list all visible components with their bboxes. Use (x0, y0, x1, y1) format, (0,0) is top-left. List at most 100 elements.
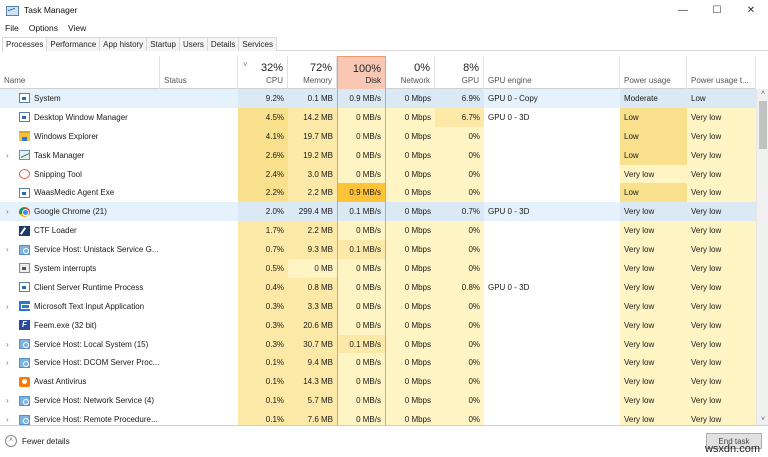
status-cell (160, 183, 238, 203)
process-row[interactable]: Snipping Tool 2.4% 3.0 MB 0 MB/s 0 Mbps 0% Ver… (0, 164, 756, 184)
process-row[interactable]: Client Server Runtime Process 0.4% 0.8 MB 0… (0, 277, 756, 297)
process-row[interactable]: Avast Antivirus 0.1% 14.3 MB 0 MB/s 0 Mbps 0%… (0, 372, 756, 392)
expand-chevron-icon[interactable]: › (6, 150, 9, 160)
network-cell: 0 Mbps (386, 183, 435, 203)
chevron-up-circle-icon: ˄ (5, 435, 17, 447)
process-row[interactable]: › Task Manager 2.6% 19.2 MB 0 MB/s 0 Mbps 0% Lo… (0, 145, 756, 165)
process-row[interactable]: › Service Host: Unistack Service G... 0.7%… (0, 240, 756, 260)
process-row[interactable]: WaasMedic Agent Exe 2.2% 2.2 MB 0.9 MB/s 0 M… (0, 183, 756, 203)
gpu-cell: 0.7% (435, 202, 484, 222)
process-row[interactable]: › Google Chrome (21) 2.0% 299.4 MB 0.1 MB/s 0… (0, 202, 756, 222)
process-row[interactable]: System 9.2% 0.1 MB 0.9 MB/s 0 Mbps 6.9% GPU 0 … (0, 89, 756, 108)
process-name: Service Host: Unistack Service G... (34, 245, 159, 255)
memory-cell: 30.7 MB (288, 334, 337, 354)
network-cell: 0 Mbps (386, 353, 435, 373)
process-row[interactable]: Desktop Window Manager 4.5% 14.2 MB 0 MB/s 0… (0, 107, 756, 127)
process-row[interactable]: › Service Host: Remote Procedure... 0.1% 7.… (0, 410, 756, 430)
process-row[interactable]: › Microsoft Text Input Application 0.3% 3.3… (0, 296, 756, 316)
status-cell (160, 277, 238, 297)
column-header-power-usage-trend[interactable]: Power usage t... (687, 56, 756, 89)
gpu-cell: 6.9% (435, 89, 484, 108)
tab-processes[interactable]: Processes (2, 37, 48, 52)
column-header-name[interactable]: Name (0, 56, 160, 89)
power-usage-trend-cell: Very low (687, 240, 756, 260)
expand-chevron-icon[interactable]: › (6, 207, 9, 217)
expand-chevron-icon[interactable]: › (6, 358, 9, 368)
gpu-cell: 0% (435, 183, 484, 203)
menu-options[interactable]: Options (28, 22, 58, 33)
power-usage-trend-cell: Low (687, 89, 756, 108)
cpu-cell: 0.4% (238, 277, 288, 297)
vertical-scrollbar[interactable]: ˄ ˅ (756, 89, 768, 425)
power-usage-trend-cell: Very low (687, 391, 756, 411)
maximize-button[interactable]: ☐ (712, 4, 722, 16)
column-header-status[interactable]: Status (160, 56, 238, 89)
fewer-details-label: Fewer details (22, 436, 70, 446)
process-row[interactable]: Windows Explorer 4.1% 19.7 MB 0 MB/s 0 Mbps 0… (0, 126, 756, 146)
column-header-memory[interactable]: 72% Memory (288, 56, 337, 89)
column-header-gpu[interactable]: 8% GPU (435, 56, 484, 89)
process-list: System 9.2% 0.1 MB 0.9 MB/s 0 Mbps 6.9% GPU 0 … (0, 89, 756, 430)
status-cell (160, 353, 238, 373)
process-name: CTF Loader (34, 226, 77, 236)
power-usage-cell: Very low (620, 259, 687, 278)
process-row[interactable]: System interrupts 0.5% 0 MB 0 MB/s 0 Mbps 0% V… (0, 259, 756, 278)
status-cell (160, 372, 238, 392)
tab-users[interactable]: Users (178, 37, 208, 51)
gear-app-icon (19, 357, 30, 368)
close-button[interactable]: ✕ (746, 4, 756, 16)
fewer-details-button[interactable]: ˄ Fewer details (5, 435, 70, 447)
power-usage-cell: Moderate (620, 89, 687, 108)
power-usage-trend-cell: Very low (687, 164, 756, 184)
cpu-cell: 2.6% (238, 145, 288, 165)
tab-app-history[interactable]: App history (99, 37, 148, 51)
process-row[interactable]: › Service Host: Network Service (4) 0.1% 5.… (0, 391, 756, 411)
column-header-network[interactable]: 0% Network (386, 56, 435, 89)
window-controls: — ☐ ✕ (666, 0, 768, 20)
gear-app-icon (19, 244, 30, 255)
column-header-cpu[interactable]: ˅ 32% CPU (238, 56, 288, 89)
gpu-engine-cell (484, 259, 620, 278)
expand-chevron-icon[interactable]: › (6, 301, 9, 311)
network-cell: 0 Mbps (386, 315, 435, 335)
process-table: Name Status ˅ 32% CPU 72% Memory 100% Di… (0, 56, 756, 430)
cpu-cell: 9.2% (238, 89, 288, 108)
process-row[interactable]: F Feem.exe (32 bit) 0.3% 20.6 MB 0 MB/s 0 Mbp… (0, 315, 756, 335)
menu-view[interactable]: View (68, 22, 87, 33)
menu-file[interactable]: File (5, 22, 19, 33)
column-header-gpu-engine[interactable]: GPU engine (484, 56, 620, 89)
process-row[interactable]: › Service Host: Local System (15) 0.3% 30.7… (0, 334, 756, 354)
tab-startup[interactable]: Startup (146, 37, 180, 51)
status-cell (160, 126, 238, 146)
expand-chevron-icon[interactable]: › (6, 339, 9, 349)
process-name-cell: › Service Host: Remote Procedure... (0, 410, 160, 429)
column-header-power-usage[interactable]: Power usage (620, 56, 687, 89)
cpu-cell: 0.3% (238, 296, 288, 316)
column-header-disk[interactable]: 100% Disk (337, 56, 386, 89)
scroll-up-arrow-icon[interactable]: ˄ (760, 90, 766, 97)
expand-chevron-icon[interactable]: › (6, 415, 9, 425)
scroll-thumb[interactable] (759, 101, 767, 149)
tab-details[interactable]: Details (206, 37, 240, 51)
power-usage-trend-cell: Very low (687, 353, 756, 373)
memory-cell: 19.2 MB (288, 145, 337, 165)
gpu-engine-cell: GPU 0 - 3D (484, 277, 620, 297)
memory-cell: 19.7 MB (288, 126, 337, 146)
expand-chevron-icon[interactable]: › (6, 245, 9, 255)
gpu-cell: 0% (435, 353, 484, 373)
process-row[interactable]: CTF Loader 1.7% 2.2 MB 0 MB/s 0 Mbps 0% Very l… (0, 221, 756, 241)
end-task-button[interactable]: End task (706, 433, 762, 449)
disk-cell: 0.9 MB/s (337, 183, 386, 203)
tab-services[interactable]: Services (238, 37, 278, 51)
scroll-down-arrow-icon[interactable]: ˅ (760, 416, 766, 423)
network-cell: 0 Mbps (386, 202, 435, 222)
tab-performance[interactable]: Performance (46, 37, 101, 51)
gpu-cell: 0.8% (435, 277, 484, 297)
memory-cell: 9.4 MB (288, 353, 337, 373)
process-row[interactable]: › Service Host: DCOM Server Proc... 0.1% 9.… (0, 353, 756, 373)
window-app-icon (19, 93, 30, 104)
expand-chevron-icon[interactable]: › (6, 396, 9, 406)
minimize-button[interactable]: — (678, 4, 688, 16)
power-usage-cell: Very low (620, 410, 687, 430)
gpu-cell: 0% (435, 240, 484, 260)
